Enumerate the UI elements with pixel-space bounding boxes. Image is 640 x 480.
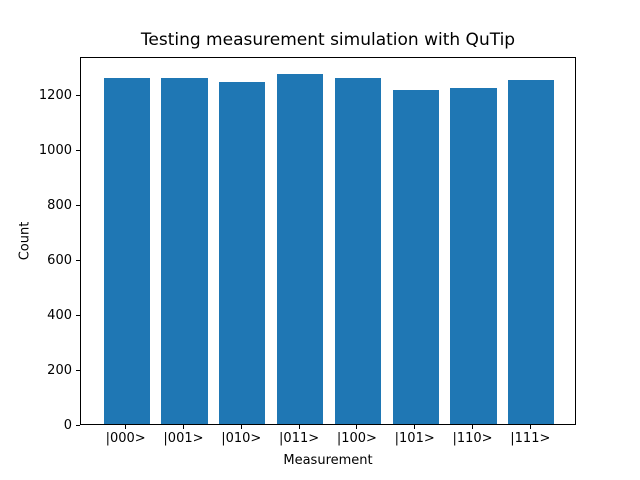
y-tick-mark <box>76 149 80 151</box>
x-tick-mark <box>298 425 300 429</box>
x-tick-label: |111> <box>510 431 551 446</box>
x-tick-mark <box>356 425 358 429</box>
x-tick-mark <box>472 425 474 429</box>
x-tick-label: |011> <box>279 431 320 446</box>
x-tick-label: |000> <box>105 431 146 446</box>
y-tick-label: 200 <box>47 362 72 378</box>
bar <box>276 73 324 424</box>
x-tick-mark <box>182 425 184 429</box>
x-tick-mark <box>240 425 242 429</box>
x-tick-label: |101> <box>394 431 435 446</box>
y-tick-label: 1000 <box>38 142 72 158</box>
x-tick-mark <box>414 425 416 429</box>
y-tick-mark <box>76 369 80 371</box>
y-tick-label: 1200 <box>38 87 72 103</box>
chart-title: Testing measurement simulation with QuTi… <box>140 30 516 50</box>
bar <box>161 77 208 424</box>
y-tick-mark <box>76 204 80 206</box>
y-tick-label: 0 <box>63 417 72 433</box>
y-tick-label: 800 <box>47 197 72 213</box>
y-tick-mark <box>76 94 80 96</box>
bar <box>392 89 439 424</box>
bar <box>103 77 150 424</box>
x-tick-label: |001> <box>163 431 204 446</box>
x-tick-label: |010> <box>221 431 262 446</box>
x-tick-mark <box>125 425 127 429</box>
y-tick-mark <box>76 259 80 261</box>
y-tick-mark <box>76 424 80 426</box>
bar <box>334 77 381 424</box>
bar <box>450 87 497 424</box>
x-axis-label: Measurement <box>283 453 373 468</box>
x-tick-mark <box>529 425 531 429</box>
plot-area <box>80 57 576 425</box>
bar <box>508 79 555 424</box>
y-tick-label: 600 <box>47 252 72 268</box>
x-tick-label: |100> <box>336 431 377 446</box>
bar <box>219 81 266 424</box>
y-tick-label: 400 <box>47 307 72 323</box>
y-tick-mark <box>76 314 80 316</box>
x-tick-label: |110> <box>452 431 493 446</box>
